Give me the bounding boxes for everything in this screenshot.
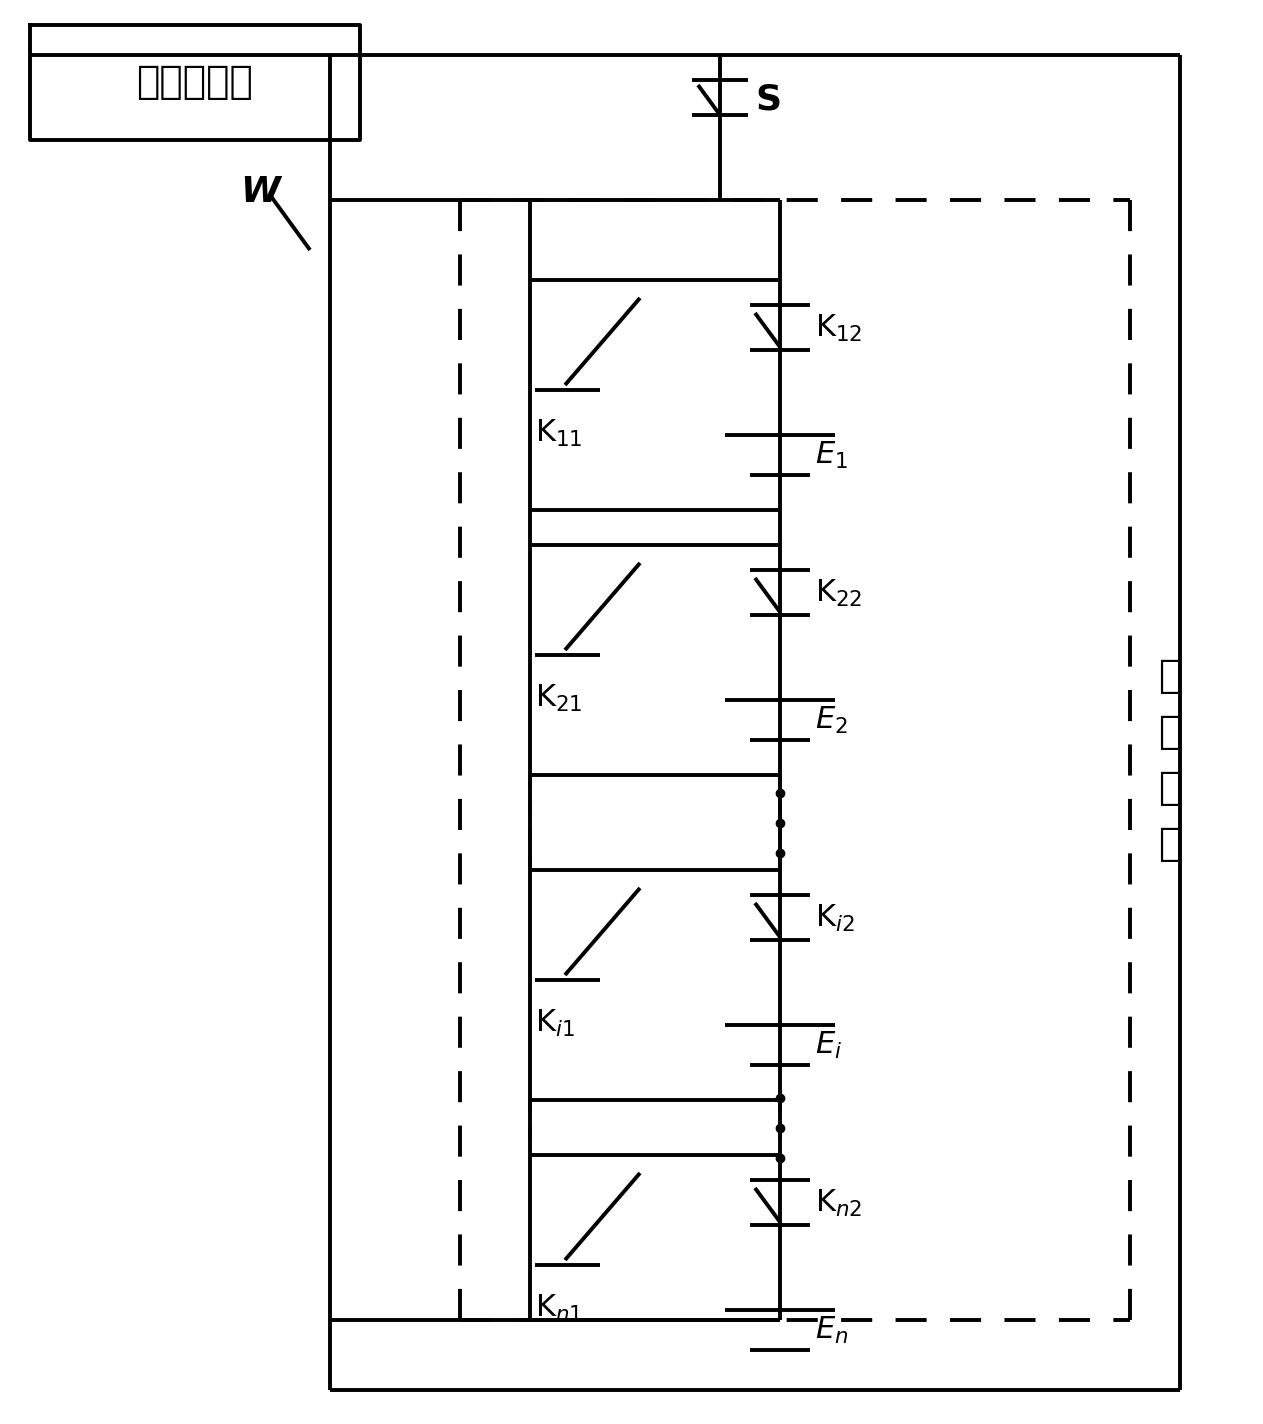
- Text: $\mathrm{K}_{n\mathit{1}}$: $\mathrm{K}_{n\mathit{1}}$: [536, 1293, 582, 1324]
- Text: $\mathrm{K}_{11}$: $\mathrm{K}_{11}$: [536, 419, 582, 449]
- Text: S: S: [755, 83, 781, 117]
- Text: $\mathit{E}_{2}$: $\mathit{E}_{2}$: [815, 705, 847, 736]
- Text: 直流配电网: 直流配电网: [136, 64, 254, 101]
- Text: 储
能
系
统: 储 能 系 统: [1158, 656, 1182, 863]
- Text: W: W: [240, 175, 280, 209]
- Text: $\mathrm{K}_{n\mathit{2}}$: $\mathrm{K}_{n\mathit{2}}$: [815, 1188, 863, 1219]
- Text: $\mathit{E}_{1}$: $\mathit{E}_{1}$: [815, 440, 847, 470]
- Text: $\mathrm{K}_{i\mathit{2}}$: $\mathrm{K}_{i\mathit{2}}$: [815, 903, 855, 934]
- Text: $\mathit{E}_{i}$: $\mathit{E}_{i}$: [815, 1030, 842, 1061]
- Text: $\mathit{E}_{n}$: $\mathit{E}_{n}$: [815, 1314, 849, 1346]
- Text: $\mathrm{K}_{21}$: $\mathrm{K}_{21}$: [536, 684, 582, 713]
- Text: $\mathrm{K}_{22}$: $\mathrm{K}_{22}$: [815, 578, 863, 608]
- Text: $\mathrm{K}_{i\mathit{1}}$: $\mathrm{K}_{i\mathit{1}}$: [536, 1008, 575, 1040]
- Text: $\mathrm{K}_{12}$: $\mathrm{K}_{12}$: [815, 312, 863, 343]
